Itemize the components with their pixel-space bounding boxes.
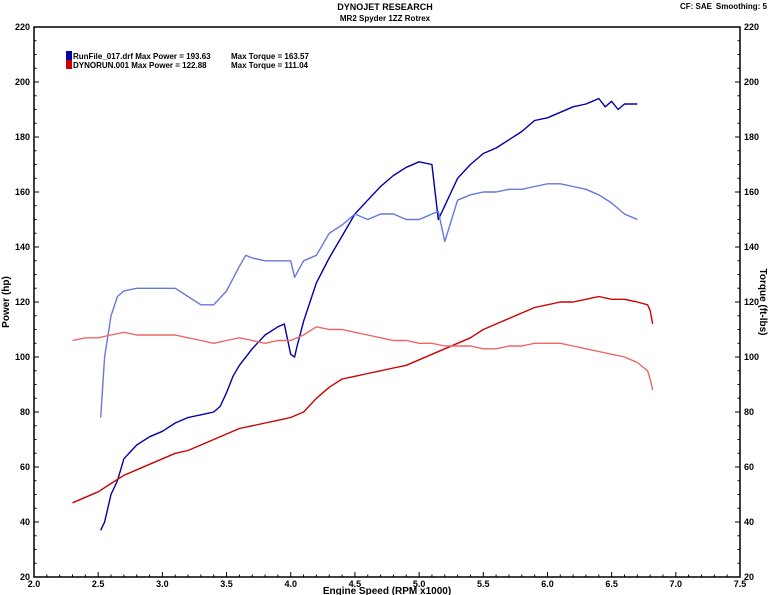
y-tick-label: 160	[15, 187, 30, 197]
legend-swatch-1	[66, 60, 72, 69]
chart-subtitle: MR2 Spyder 1ZZ Rotrex	[340, 14, 431, 23]
legend-entry-0: RunFile_017.drf Max Power = 193.63	[73, 52, 211, 61]
series-layer	[72, 97, 654, 531]
x-axis: 2.0 2.5 3.0 3.5 4.0 4.5 5.0 5.5 6.0 6.5 7.0 7.5	[28, 572, 747, 589]
x-tick-label: 7.5	[734, 579, 747, 589]
x-tick-label: 2.5	[92, 579, 105, 589]
y-tick-label: 40	[20, 517, 30, 527]
legend-torque-0: Max Torque = 163.57	[231, 52, 309, 61]
y2-tick-label: 100	[744, 352, 759, 362]
y-tick-label: 20	[20, 572, 30, 582]
y-tick-label: 140	[15, 242, 30, 252]
y-tick-label: 180	[15, 132, 30, 142]
y-tick-label: 220	[15, 22, 30, 32]
y2-tick-label: 80	[744, 407, 754, 417]
y2-tick-label: 20	[744, 572, 754, 582]
x-tick-label: 5.5	[477, 579, 490, 589]
legend-entry-1: DYNORUN.001 Max Power = 122.88	[73, 61, 207, 70]
y-tick-label: 80	[20, 407, 30, 417]
series-line-0	[100, 97, 638, 531]
x-tick-label: 2.0	[28, 579, 41, 589]
legend-swatch-0	[66, 51, 72, 60]
x-tick-label: 7.0	[670, 579, 683, 589]
x-tick-label: 6.0	[541, 579, 554, 589]
smoothing-label: Smoothing: 5	[716, 2, 768, 11]
legend: RunFile_017.drf Max Power = 193.63 Max T…	[66, 51, 309, 70]
y2-tick-label: 160	[744, 187, 759, 197]
y-tick-label: 120	[15, 297, 30, 307]
y2-tick-label: 180	[744, 132, 759, 142]
y-axis-right: 20 40 60 80 100 120 140 160 180 200 220	[735, 22, 759, 582]
x-tick-label: 4.5	[349, 579, 362, 589]
x-axis-title: Engine Speed (RPM x1000)	[323, 586, 451, 595]
series-line-2	[72, 295, 654, 504]
series-line-3	[72, 326, 654, 391]
x-tick-label: 3.0	[156, 579, 169, 589]
y-axis-title: Power (hp)	[1, 276, 12, 328]
y2-tick-label: 220	[744, 22, 759, 32]
y2-tick-label: 200	[744, 77, 759, 87]
y-axis-left: 20 40 60 80 100 120 140 160 180 200 220	[15, 22, 39, 582]
y-tick-label: 200	[15, 77, 30, 87]
x-tick-label: 3.5	[220, 579, 233, 589]
y2-tick-label: 40	[744, 517, 754, 527]
y-tick-label: 100	[15, 352, 30, 362]
y2-tick-label: 60	[744, 462, 754, 472]
y2-tick-label: 140	[744, 242, 759, 252]
chart-title: DYNOJET RESEARCH	[337, 2, 433, 12]
y2-axis-title: Torque (ft-lbs)	[757, 268, 768, 335]
x-tick-label: 6.5	[605, 579, 618, 589]
y-tick-label: 60	[20, 462, 30, 472]
y2-tick-label: 120	[744, 297, 759, 307]
series-line-1	[100, 183, 638, 418]
cf-label: CF: SAE	[680, 2, 713, 11]
x-tick-label: 4.0	[284, 579, 297, 589]
legend-torque-1: Max Torque = 111.04	[231, 61, 309, 70]
x-tick-label: 5.0	[413, 579, 426, 589]
